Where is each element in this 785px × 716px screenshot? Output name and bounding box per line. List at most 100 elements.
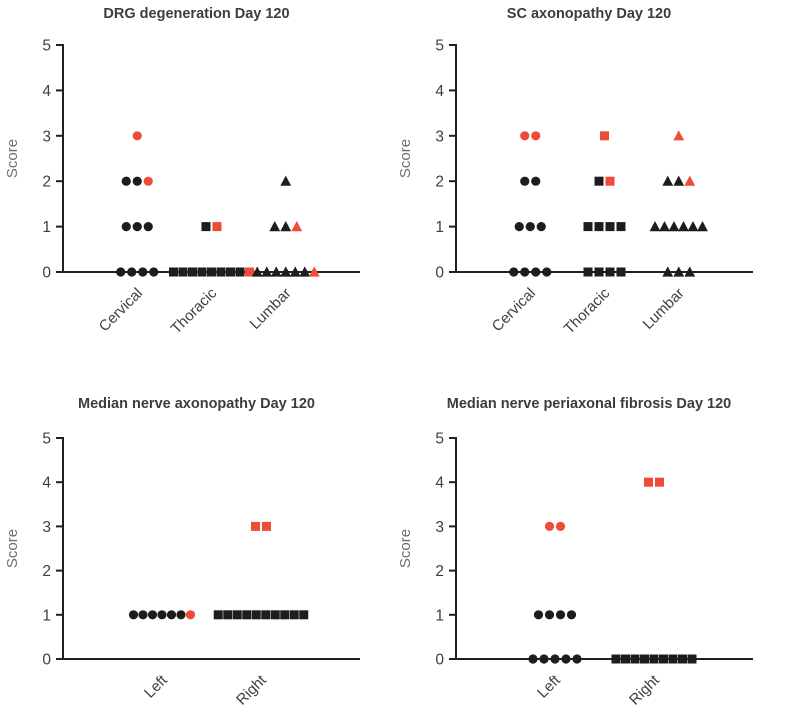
data-point-square-black (261, 610, 271, 620)
y-tick-label: 5 (42, 38, 51, 55)
data-point-circle-black (116, 267, 126, 277)
data-point-circle-black (143, 222, 153, 232)
data-point-triangle-black (662, 266, 674, 277)
data-point-square-black (235, 267, 245, 277)
data-point-circle-black (132, 176, 142, 186)
data-point-square-black (649, 654, 659, 664)
chart-canvas-sc-axonopathy: 0 1 2 3 4 5 Score Cervical Thoracic Lumbar (397, 38, 753, 338)
data-point-square-black (594, 222, 604, 232)
data-point-square-black (289, 610, 299, 620)
data-point-square-black (299, 610, 309, 620)
x-category-label: Right (233, 671, 270, 708)
y-tick-label: 0 (435, 265, 444, 282)
data-point-square-black (621, 654, 630, 664)
x-category-label: Lumbar (247, 285, 295, 333)
data-point-square-black (583, 222, 593, 232)
data-point-square-red (605, 176, 615, 186)
x-category-label: Right (626, 671, 663, 708)
chart-title-median-nerve-periaxonal-fibrosis: Median nerve periaxonal fibrosis Day 120 (446, 396, 732, 412)
data-point-circle-black (128, 610, 139, 620)
data-point-circle-black (157, 610, 167, 620)
data-point-square-black (594, 176, 604, 186)
data-point-square-red (600, 131, 609, 141)
data-point-square-black (169, 267, 178, 277)
data-point-triangle-black (280, 221, 292, 232)
y-tick-label: 5 (42, 431, 51, 448)
data-point-square-black (270, 610, 280, 620)
data-point-triangle-black (673, 175, 685, 186)
data-point-triangle-red (673, 130, 685, 141)
data-point-square-black (201, 222, 211, 232)
data-point-square-black (242, 610, 252, 620)
x-category-label: Left (534, 671, 564, 701)
data-point-triangle-black (261, 266, 273, 277)
data-point-circle-black (531, 176, 541, 186)
data-point-square-black (207, 267, 216, 277)
x-category-label: Cervical (489, 285, 539, 335)
data-point-circle-black (176, 610, 186, 620)
data-point-triangle-black (280, 266, 292, 277)
data-point-square-black (659, 654, 668, 664)
y-tick-label: 3 (42, 128, 51, 145)
data-point-circle-black (555, 610, 566, 620)
data-point-square-black (616, 222, 626, 232)
data-point-triangle-black (659, 221, 670, 232)
y-tick-label: 4 (42, 475, 51, 492)
data-point-square-red (212, 222, 222, 232)
data-point-triangle-black (269, 221, 281, 232)
data-point-triangle-black (678, 221, 689, 232)
y-tick-label: 1 (42, 219, 51, 236)
data-point-circle-black (528, 654, 538, 664)
data-point-square-black (630, 654, 640, 664)
data-point-square-black (605, 222, 615, 232)
data-point-circle-black (542, 267, 552, 277)
data-point-triangle-black (280, 175, 292, 186)
y-tick-label: 5 (435, 431, 444, 448)
y-tick-label: 1 (435, 607, 444, 624)
data-point-circle-red (132, 131, 142, 141)
data-point-square-red (655, 477, 664, 487)
data-point-square-black (583, 267, 593, 277)
y-axis-title: Score (397, 139, 414, 178)
y-tick-label: 4 (42, 83, 51, 100)
x-category-label: Thoracic (561, 284, 614, 337)
data-point-circle-black (544, 610, 555, 620)
data-point-square-black (640, 654, 649, 664)
data-point-circle-black (121, 222, 131, 232)
y-tick-label: 0 (42, 652, 51, 669)
data-point-circle-black (561, 654, 571, 664)
data-point-triangle-black (299, 266, 311, 277)
data-point-square-black (232, 610, 242, 620)
data-point-square-black (251, 610, 261, 620)
data-point-circle-black (127, 267, 137, 277)
data-point-square-black (280, 610, 290, 620)
data-point-circle-black (536, 222, 546, 232)
data-point-square-red (644, 477, 653, 487)
data-point-triangle-black (662, 175, 674, 186)
data-point-square-black (678, 654, 687, 664)
chart-canvas-drg-degeneration: 0 1 2 3 4 5 Score Cervical Thoracic Lumbar (4, 38, 360, 338)
data-point-square-black (605, 267, 615, 277)
data-point-triangle-black (289, 266, 301, 277)
data-point-circle-black (572, 654, 582, 664)
data-point-triangle-black (668, 221, 680, 232)
x-category-label: Left (141, 671, 171, 701)
data-point-circle-red (143, 176, 153, 186)
y-tick-label: 5 (435, 38, 444, 55)
data-point-square-black (178, 267, 188, 277)
x-category-label: Thoracic (168, 284, 221, 337)
data-point-circle-red (544, 521, 555, 531)
data-point-circle-black (550, 654, 560, 664)
data-point-circle-red (185, 610, 196, 620)
data-point-circle-black (166, 610, 177, 620)
chart-panel-sc-axonopathy: SC axonopathy Day 120 0 1 2 3 4 5 Score Cervica… (393, 0, 785, 358)
data-point-circle-black (138, 267, 148, 277)
y-axis-title: Score (4, 529, 21, 568)
data-point-circle-black (509, 267, 519, 277)
x-category-label: Cervical (96, 285, 146, 335)
data-point-circle-black (514, 222, 524, 232)
data-point-circle-red (531, 131, 541, 141)
y-tick-label: 2 (435, 174, 444, 191)
data-point-circle-black (520, 176, 530, 186)
data-point-circle-black (533, 610, 544, 620)
